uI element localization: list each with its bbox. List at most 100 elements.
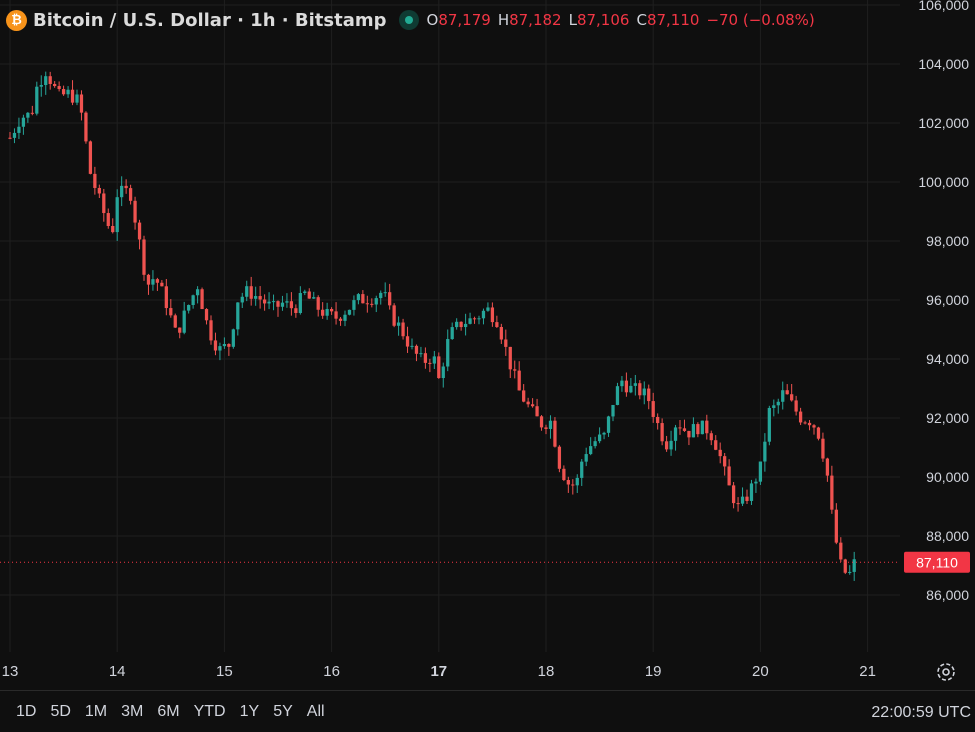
candle-body	[709, 433, 713, 441]
price-tick-label: 96,000	[926, 292, 969, 308]
candle-body	[258, 296, 262, 300]
candle-body	[566, 480, 570, 485]
svg-text:87,110: 87,110	[916, 554, 958, 570]
candle-body	[593, 441, 597, 447]
ohlc-values: O87,179 H87,182 L87,106 C87,110 −70 (−0.…	[427, 11, 815, 29]
candle-body	[160, 282, 164, 287]
candle-body	[660, 423, 664, 442]
candle-body	[88, 141, 93, 174]
candle-body	[562, 468, 566, 481]
candle-body	[262, 299, 267, 304]
time-tick-label: 20	[752, 663, 769, 680]
candle-body	[146, 274, 151, 285]
candle-body	[187, 305, 191, 311]
range-5y-button[interactable]: 5Y	[273, 703, 293, 720]
symbol-legend[interactable]: ₿ Bitcoin / U.S. Dollar · 1h · Bitstamp …	[6, 6, 815, 34]
candle-body	[245, 286, 249, 297]
candle-body	[441, 366, 445, 379]
candle-body	[839, 542, 843, 560]
candle-body	[745, 496, 749, 501]
candle-body	[544, 427, 548, 429]
candle-body	[191, 295, 195, 306]
candle-body	[61, 89, 66, 95]
candle-body	[638, 383, 642, 396]
candle-body	[629, 385, 633, 393]
candle-body	[432, 356, 436, 364]
candle-body	[209, 320, 213, 341]
candle-body	[687, 430, 691, 438]
candle-body	[298, 293, 302, 314]
range-6m-button[interactable]: 6M	[157, 703, 180, 720]
time-tick-label: 21	[859, 663, 876, 680]
range-all-button[interactable]: All	[306, 703, 325, 720]
candle-body	[499, 326, 503, 340]
high-value: 87,182	[509, 11, 562, 29]
utc-clock[interactable]: 22:00:59 UTC	[871, 704, 971, 721]
candle-body	[548, 420, 553, 429]
price-change: −70 (−0.08%)	[706, 11, 815, 29]
candle-body	[785, 390, 789, 395]
candle-body	[53, 83, 57, 87]
price-chart[interactable]: 106,000 104,000 102,000 100,000 98,000 96,000…	[0, 0, 975, 690]
time-tick-label: 19	[645, 663, 662, 680]
symbol-title[interactable]: Bitcoin / U.S. Dollar · 1h · Bitstamp	[33, 9, 387, 31]
candle-body	[222, 343, 227, 347]
candle-body	[624, 380, 629, 393]
candle-body	[289, 301, 294, 309]
candle-body	[468, 318, 472, 324]
current-price-label: 87,110	[904, 551, 970, 573]
candle-body	[133, 200, 137, 223]
candle-body	[361, 294, 365, 304]
candle-body	[615, 386, 620, 405]
candle-body	[727, 466, 731, 486]
candle-body	[8, 137, 12, 139]
range-ytd-button[interactable]: YTD	[193, 703, 226, 720]
candle-body	[486, 307, 490, 311]
range-5d-button[interactable]: 5D	[50, 703, 71, 720]
candle-body	[602, 432, 606, 435]
candle-body	[254, 296, 258, 299]
candle-body	[731, 485, 736, 504]
candle-body	[459, 321, 463, 328]
candle-body	[405, 336, 410, 347]
candle-body	[807, 422, 812, 426]
candle-body	[276, 301, 280, 307]
range-1y-button[interactable]: 1Y	[239, 703, 260, 720]
candle-body	[767, 407, 771, 442]
candle-body	[553, 420, 557, 447]
candle-body	[754, 481, 758, 484]
time-tick-label: 16	[323, 663, 340, 680]
candle-body	[821, 438, 825, 459]
candle-body	[352, 300, 356, 310]
settings-icon[interactable]	[934, 660, 958, 684]
time-axis: 13 14 15 16 17 18 19 20 21	[2, 663, 876, 680]
candle-body	[124, 185, 128, 189]
candle-body	[718, 449, 722, 457]
price-tick-label: 92,000	[926, 410, 969, 426]
candle-body	[178, 327, 182, 333]
price-tick-label: 98,000	[926, 233, 969, 249]
candle-body	[173, 315, 177, 328]
candle-body	[437, 356, 441, 379]
candle-body	[392, 305, 396, 326]
range-1m-button[interactable]: 1M	[84, 703, 108, 720]
candle-body	[35, 86, 39, 114]
candle-body	[285, 301, 289, 303]
candle-body	[530, 404, 535, 407]
candle-body	[669, 440, 673, 450]
market-status-icon[interactable]	[398, 10, 419, 30]
candle-body	[128, 188, 133, 201]
candle-body	[535, 406, 539, 417]
candle-body	[428, 362, 432, 364]
candle-body	[120, 185, 124, 198]
candle-body	[204, 309, 209, 321]
price-tick-label: 106,000	[918, 0, 969, 13]
candle-body	[517, 370, 521, 391]
candle-body	[830, 475, 834, 510]
range-3m-button[interactable]: 3M	[121, 703, 144, 720]
range-1d-button[interactable]: 1D	[16, 703, 37, 720]
candle-body	[338, 318, 343, 321]
time-tick-label: 15	[216, 663, 233, 680]
candle-body	[267, 301, 271, 304]
